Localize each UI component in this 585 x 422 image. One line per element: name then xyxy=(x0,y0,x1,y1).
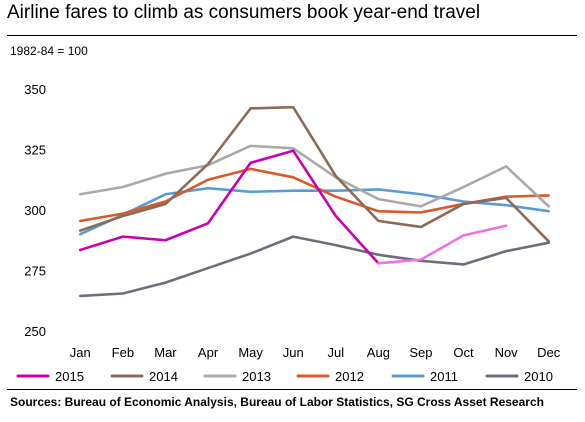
y-tick-label: 300 xyxy=(24,203,46,218)
source-divider xyxy=(7,389,577,390)
legend-label-2014: 2014 xyxy=(149,369,178,384)
series-line-2015 xyxy=(78,149,380,265)
y-tick-label: 325 xyxy=(24,143,46,158)
series-line-2014 xyxy=(78,105,551,243)
series-line-2015-projection xyxy=(377,224,508,265)
chart-title: Airline fares to climb as consumers book… xyxy=(7,2,481,23)
legend-label-2013: 2013 xyxy=(242,369,271,384)
x-tick-label: Jan xyxy=(70,345,91,360)
x-tick-label: Jun xyxy=(283,345,304,360)
legend-label-2015: 2015 xyxy=(55,369,84,384)
source-note: Sources: Bureau of Economic Analysis, Bu… xyxy=(10,395,544,409)
chart-subtitle: 1982-84 = 100 xyxy=(10,44,88,58)
series-line-2010 xyxy=(78,235,551,298)
x-tick-label: Apr xyxy=(198,345,219,360)
x-tick-label: May xyxy=(238,345,263,360)
series-line-2013 xyxy=(78,144,551,208)
x-tick-label: Dec xyxy=(537,345,561,360)
y-tick-label: 275 xyxy=(24,264,46,279)
series-line-2011 xyxy=(78,186,551,236)
x-tick-label: Mar xyxy=(154,345,177,360)
legend-label-2011: 2011 xyxy=(430,369,458,384)
series-line-2012 xyxy=(78,167,551,223)
x-tick-label: Aug xyxy=(367,345,390,360)
x-tick-label: Jul xyxy=(327,345,344,360)
legend-label-2012: 2012 xyxy=(335,369,364,384)
legend-label-2010: 2010 xyxy=(524,369,553,384)
title-divider xyxy=(7,35,577,36)
x-tick-label: Nov xyxy=(495,345,519,360)
y-tick-label: 250 xyxy=(24,324,46,339)
x-tick-label: Feb xyxy=(112,345,134,360)
y-tick-label: 350 xyxy=(24,82,46,97)
x-tick-label: Sep xyxy=(409,345,432,360)
x-tick-label: Oct xyxy=(453,345,474,360)
